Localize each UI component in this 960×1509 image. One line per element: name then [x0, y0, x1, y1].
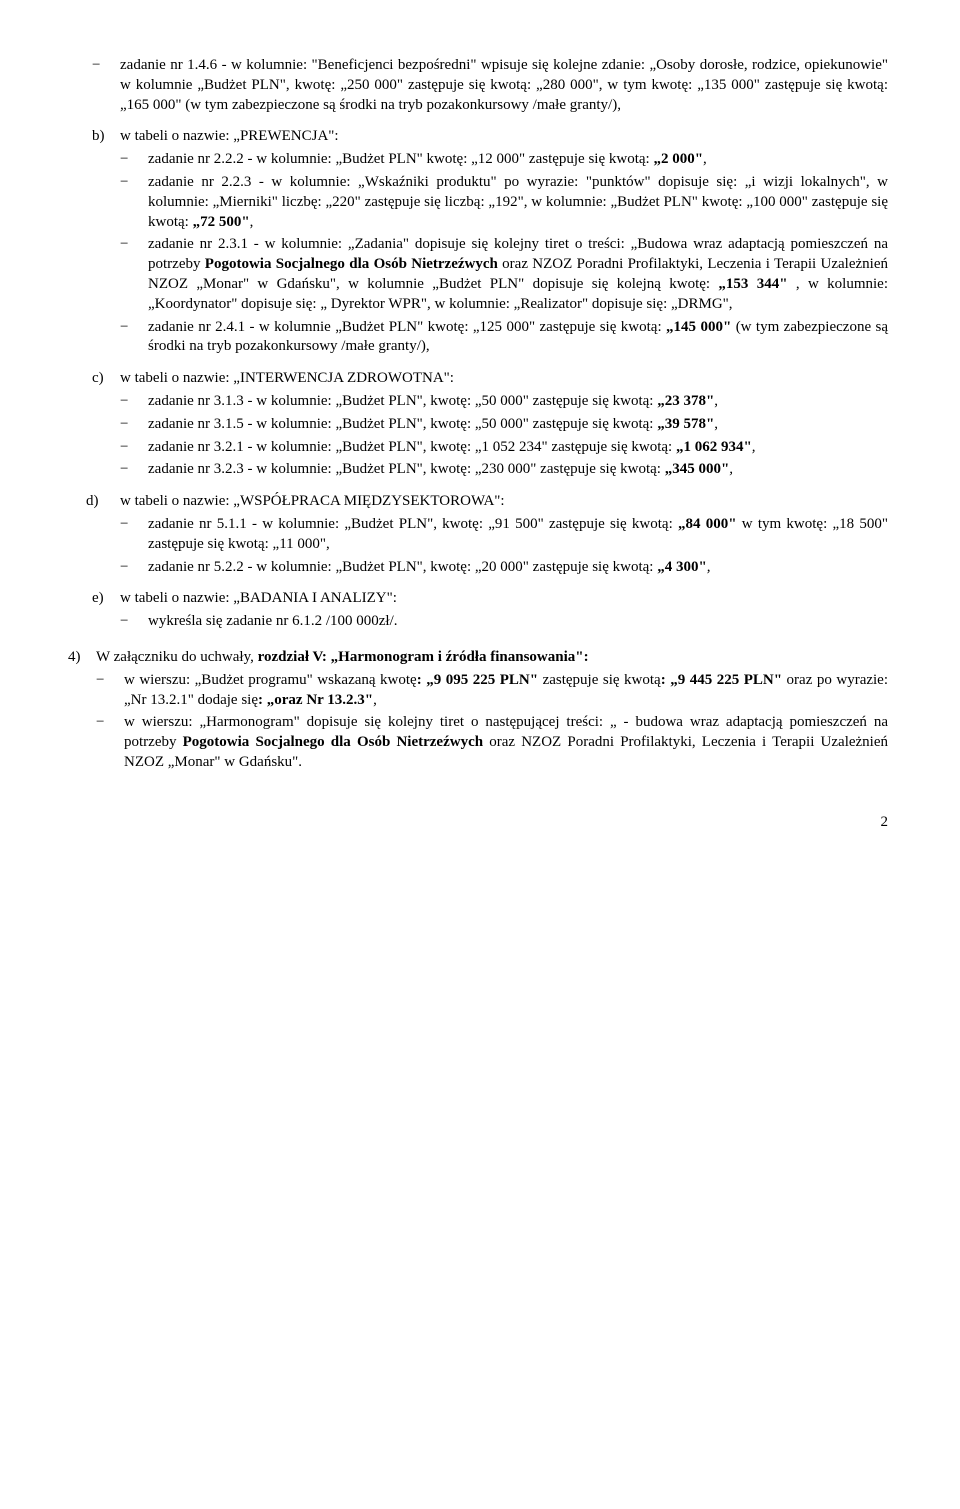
dash-bullet: − — [92, 56, 120, 115]
bold-text: „2 000" — [653, 151, 703, 167]
dash-bullet: − — [120, 460, 148, 480]
list-item: − zadanie nr 1.4.6 - w kolumnie: "Benefi… — [92, 56, 888, 115]
letter-marker: e) — [92, 589, 120, 609]
dash-bullet: − — [120, 318, 148, 358]
list-item: − zadanie nr 2.4.1 - w kolumnie „Budżet … — [120, 318, 888, 358]
text-run: , — [729, 461, 733, 477]
bold-text: „145 000" — [666, 319, 731, 335]
text: zadanie nr 5.1.1 - w kolumnie: „Budżet P… — [148, 515, 888, 555]
text: w wierszu: „Budżet programu" wskazaną kw… — [124, 671, 888, 711]
text: zadanie nr 2.3.1 - w kolumnie: „Zadania"… — [148, 235, 888, 314]
bold-text: „4 300" — [657, 559, 707, 575]
text: zadanie nr 2.2.3 - w kolumnie: „Wskaźnik… — [148, 173, 888, 232]
list-item: − zadanie nr 2.3.1 - w kolumnie: „Zadani… — [120, 235, 888, 314]
bold-text: „345 000" — [665, 461, 730, 477]
page-number: 2 — [92, 813, 888, 833]
list-item: − w wierszu: „Harmonogram" dopisuje się … — [96, 713, 888, 772]
list-item: − zadanie nr 3.1.3 - w kolumnie: „Budżet… — [120, 392, 888, 412]
dash-bullet: − — [120, 515, 148, 555]
dash-bullet: − — [96, 713, 124, 772]
dash-bullet: − — [120, 173, 148, 232]
bold-text: : „9 445 225 PLN" — [661, 672, 782, 688]
bold-text: : „oraz Nr 13.2.3" — [258, 692, 373, 708]
list-item: − zadanie nr 5.2.2 - w kolumnie: „Budżet… — [120, 558, 888, 578]
text-run: zadanie nr 3.2.1 - w kolumnie: „Budżet P… — [148, 439, 676, 455]
dash-bullet: − — [120, 612, 148, 632]
text-run: , — [250, 214, 254, 230]
text: zadanie nr 3.1.5 - w kolumnie: „Budżet P… — [148, 415, 888, 435]
dash-bullet: − — [120, 438, 148, 458]
letter-marker: d) — [86, 492, 120, 512]
letter-item-e: e) w tabeli o nazwie: „BADANIA I ANALIZY… — [92, 589, 888, 609]
text-run: W załączniku do uchwały, — [96, 649, 258, 665]
text-run: zadanie nr 3.1.5 - w kolumnie: „Budżet P… — [148, 416, 657, 432]
text: zadanie nr 3.2.1 - w kolumnie: „Budżet P… — [148, 438, 888, 458]
text-run: zadanie nr 2.2.2 - w kolumnie: „Budżet P… — [148, 151, 653, 167]
list-item: − zadanie nr 3.1.5 - w kolumnie: „Budżet… — [120, 415, 888, 435]
text-run: , — [714, 416, 718, 432]
text: zadanie nr 2.2.2 - w kolumnie: „Budżet P… — [148, 150, 888, 170]
number-marker: 4) — [68, 648, 96, 668]
dash-bullet: − — [120, 558, 148, 578]
list-item: − zadanie nr 2.2.3 - w kolumnie: „Wskaźn… — [120, 173, 888, 232]
text: wykreśla się zadanie nr 6.1.2 /100 000zł… — [148, 612, 888, 632]
bold-text: Pogotowia Socjalnego dla Osób Nietrzeźwy… — [205, 256, 498, 272]
bold-text: rozdział V: „Harmonogram i źródła finans… — [258, 649, 589, 665]
text-run: w wierszu: „Budżet programu" wskazaną kw… — [124, 672, 417, 688]
dash-bullet: − — [120, 415, 148, 435]
text-run: zadanie nr 5.1.1 - w kolumnie: „Budżet P… — [148, 516, 678, 532]
text-run: zadanie nr 3.1.3 - w kolumnie: „Budżet P… — [148, 393, 657, 409]
list-item: − zadanie nr 3.2.3 - w kolumnie: „Budżet… — [120, 460, 888, 480]
list-item: − zadanie nr 5.1.1 - w kolumnie: „Budżet… — [120, 515, 888, 555]
text: W załączniku do uchwały, rozdział V: „Ha… — [96, 648, 888, 668]
letter-marker: c) — [92, 369, 120, 389]
text-run: , — [373, 692, 377, 708]
list-item: − zadanie nr 2.2.2 - w kolumnie: „Budżet… — [120, 150, 888, 170]
text-run: , — [707, 559, 711, 575]
text: zadanie nr 3.2.3 - w kolumnie: „Budżet P… — [148, 460, 888, 480]
text: w wierszu: „Harmonogram" dopisuje się ko… — [124, 713, 888, 772]
text: w tabeli o nazwie: „WSPÓŁPRACA MIĘDZYSEK… — [120, 492, 888, 512]
bold-text: „153 344" — [718, 276, 787, 292]
text-run: zastępuje się kwotą — [538, 672, 661, 688]
list-item: − zadanie nr 3.2.1 - w kolumnie: „Budżet… — [120, 438, 888, 458]
bold-text: „84 000" — [678, 516, 737, 532]
text-run: , — [752, 439, 756, 455]
dash-bullet: − — [120, 392, 148, 412]
text: zadanie nr 2.4.1 - w kolumnie „Budżet PL… — [148, 318, 888, 358]
bold-text: : „9 095 225 PLN" — [417, 672, 538, 688]
bold-text: „72 500" — [193, 214, 250, 230]
text: w tabeli o nazwie: „INTERWENCJA ZDROWOTN… — [120, 369, 888, 389]
letter-item-c: c) w tabeli o nazwie: „INTERWENCJA ZDROW… — [92, 369, 888, 389]
bold-text: „1 062 934" — [676, 439, 752, 455]
text-run: zadanie nr 3.2.3 - w kolumnie: „Budżet P… — [148, 461, 665, 477]
bold-text: Pogotowia Socjalnego dla Osób Nietrzeźwy… — [183, 734, 483, 750]
list-item: − w wierszu: „Budżet programu" wskazaną … — [96, 671, 888, 711]
letter-marker: b) — [92, 127, 120, 147]
text-run: zadanie nr 2.4.1 - w kolumnie „Budżet PL… — [148, 319, 666, 335]
text: w tabeli o nazwie: „PREWENCJA": — [120, 127, 888, 147]
dash-bullet: − — [96, 671, 124, 711]
text-run: zadanie nr 2.2.3 - w kolumnie: „Wskaźnik… — [148, 174, 888, 230]
text: zadanie nr 5.2.2 - w kolumnie: „Budżet P… — [148, 558, 888, 578]
text-run: , — [703, 151, 707, 167]
dash-bullet: − — [120, 150, 148, 170]
text-run: , — [714, 393, 718, 409]
letter-item-b: b) w tabeli o nazwie: „PREWENCJA": — [92, 127, 888, 147]
text: w tabeli o nazwie: „BADANIA I ANALIZY": — [120, 589, 888, 609]
bold-text: „23 378" — [657, 393, 714, 409]
letter-item-d: d) w tabeli o nazwie: „WSPÓŁPRACA MIĘDZY… — [86, 492, 888, 512]
text: zadanie nr 3.1.3 - w kolumnie: „Budżet P… — [148, 392, 888, 412]
dash-bullet: − — [120, 235, 148, 314]
numbered-item-4: 4) W załączniku do uchwały, rozdział V: … — [68, 648, 888, 668]
bold-text: „39 578" — [657, 416, 714, 432]
text: zadanie nr 1.4.6 - w kolumnie: "Beneficj… — [120, 56, 888, 115]
text-run: zadanie nr 5.2.2 - w kolumnie: „Budżet P… — [148, 559, 657, 575]
list-item: − wykreśla się zadanie nr 6.1.2 /100 000… — [120, 612, 888, 632]
